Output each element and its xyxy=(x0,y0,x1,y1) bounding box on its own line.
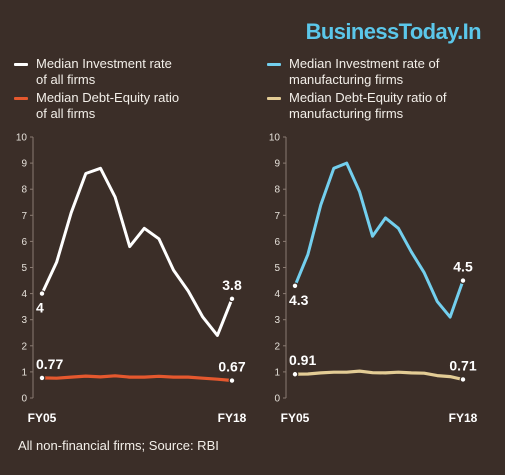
legend-item-investment-all: Median Investment rate of all firms xyxy=(14,56,234,88)
data-point-marker xyxy=(291,370,299,378)
legend-item-investment-mfg: Median Investment rate of manufacturing … xyxy=(267,56,497,88)
series-line-investment xyxy=(40,166,234,337)
data-label: 4.5 xyxy=(453,259,473,275)
data-point-marker xyxy=(38,374,46,382)
legend-label: Median Investment rate of xyxy=(289,56,440,71)
legend-swatch-blue xyxy=(267,63,281,66)
legend-swatch-tan xyxy=(267,97,281,100)
legend-right: Median Investment rate of manufacturing … xyxy=(267,56,497,124)
y-tick-label: 10 xyxy=(16,133,28,144)
x-tick-label: FY18 xyxy=(449,411,478,425)
data-label: 3.8 xyxy=(222,277,242,293)
y-tick-label: 5 xyxy=(21,263,27,274)
legend-swatch-white xyxy=(14,63,28,66)
y-tick-label: 9 xyxy=(274,159,280,170)
data-label: 4.3 xyxy=(289,292,309,308)
legend-label: Median Investment rate xyxy=(36,56,172,71)
series-line-debt-equity xyxy=(293,369,465,382)
y-tick-label: 6 xyxy=(21,237,27,248)
legend-label: manufacturing firms xyxy=(289,106,404,121)
series-line-debt-equity xyxy=(40,374,234,383)
y-tick-label: 10 xyxy=(269,133,281,144)
legend-left: Median Investment rate of all firms Medi… xyxy=(14,56,234,124)
y-tick-label: 7 xyxy=(21,211,27,222)
legend-item-debt-all: Median Debt-Equity ratio of all firms xyxy=(14,90,234,122)
data-point-marker xyxy=(228,295,236,303)
y-tick-label: 2 xyxy=(274,341,280,352)
legend-item-debt-mfg: Median Debt-Equity ratio of manufacturin… xyxy=(267,90,497,122)
y-tick-label: 5 xyxy=(274,263,280,274)
legend-label: manufacturing firms xyxy=(289,72,404,87)
x-tick-label: FY05 xyxy=(281,411,310,425)
data-point-marker xyxy=(459,277,467,284)
data-point-marker xyxy=(228,377,236,384)
series-line-investment xyxy=(293,161,465,319)
y-tick-label: 8 xyxy=(274,185,280,196)
y-tick-label: 6 xyxy=(274,237,280,248)
y-tick-label: 0 xyxy=(274,394,280,405)
brand-logo: BusinessToday.In xyxy=(305,19,482,44)
legend-swatch-orange xyxy=(14,97,28,100)
y-tick-label: 1 xyxy=(21,367,27,378)
data-label: 0.67 xyxy=(218,359,245,375)
data-label: 0.71 xyxy=(449,357,476,373)
legend-label: Median Debt-Equity ratio of xyxy=(289,90,447,105)
y-tick-label: 7 xyxy=(274,211,280,222)
data-label: 0.77 xyxy=(36,356,63,372)
legend-label: Median Debt-Equity ratio xyxy=(36,90,180,105)
x-tick-label: FY18 xyxy=(218,411,247,425)
data-label: 4 xyxy=(36,300,44,316)
y-tick-label: 4 xyxy=(274,289,280,300)
y-tick-label: 1 xyxy=(274,367,280,378)
legend-label: of all firms xyxy=(36,106,96,121)
data-point-marker xyxy=(291,282,299,290)
legend-label: of all firms xyxy=(36,72,96,87)
y-tick-label: 3 xyxy=(274,315,280,326)
data-label: 0.91 xyxy=(289,352,316,368)
y-tick-label: 4 xyxy=(21,289,27,300)
y-tick-label: 2 xyxy=(21,341,27,352)
y-tick-label: 8 xyxy=(21,185,27,196)
y-tick-label: 0 xyxy=(21,394,27,405)
source-footnote: All non-financial firms; Source: RBI xyxy=(18,438,219,453)
data-point-marker xyxy=(459,376,467,383)
data-point-marker xyxy=(38,290,46,298)
y-tick-label: 9 xyxy=(21,159,27,170)
x-tick-label: FY05 xyxy=(28,411,57,425)
y-tick-label: 3 xyxy=(21,315,27,326)
